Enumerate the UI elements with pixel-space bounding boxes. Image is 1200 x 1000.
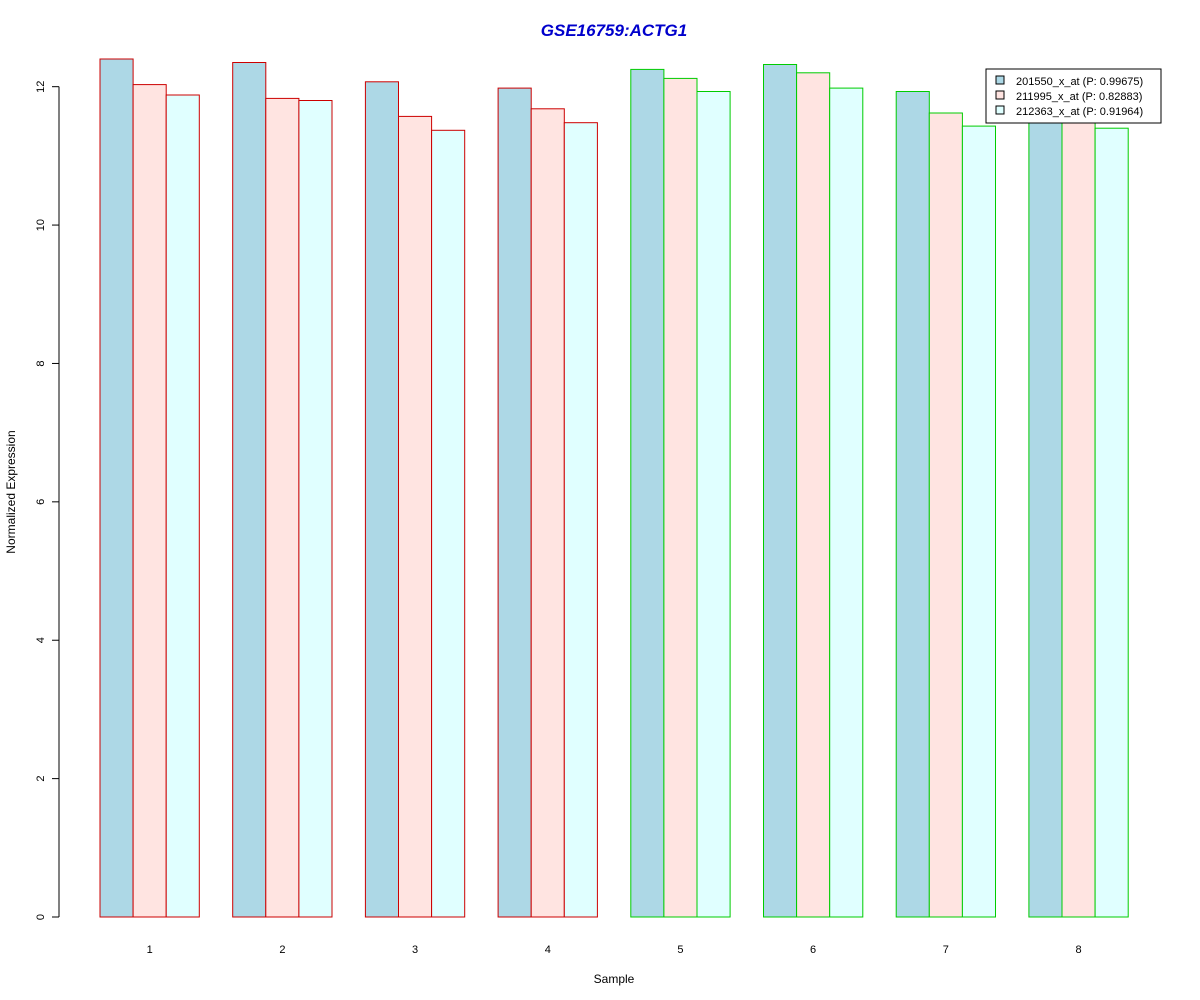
bar-sample-6-series-3	[829, 87, 864, 918]
x-tick-label: 7	[943, 944, 949, 956]
bar-sample-8-series-2	[1061, 120, 1096, 918]
bar-sample-3-series-2	[398, 115, 433, 918]
x-tick-label: 8	[1075, 944, 1081, 956]
bar-sample-2-series-2	[265, 97, 300, 918]
y-axis-label: Normalized Expression	[4, 430, 18, 553]
bar-sample-2-series-1	[232, 62, 267, 918]
y-tick-label: 10	[35, 219, 47, 231]
bar-sample-1-series-3	[165, 94, 200, 918]
bar-sample-8-series-3	[1094, 127, 1129, 918]
x-axis-label: Sample	[594, 972, 635, 986]
x-tick-label: 4	[545, 944, 551, 956]
bar-sample-3-series-3	[431, 129, 466, 918]
legend-box	[985, 68, 1162, 124]
legend-swatch	[995, 75, 1005, 85]
x-tick-label: 6	[810, 944, 816, 956]
bars-group	[99, 58, 1129, 918]
y-tick-label: 6	[35, 499, 47, 505]
bar-sample-4-series-2	[530, 108, 565, 918]
legend-entry-label: 211995_x_at (P: 0.82883)	[1016, 91, 1142, 103]
x-axis: 1 2 3 4 5 6 7 8	[147, 944, 1082, 956]
chart-title: GSE16759:ACTG1	[541, 21, 687, 40]
bar-sample-4-series-1	[497, 87, 532, 918]
legend-swatch	[995, 90, 1005, 100]
bar-sample-4-series-3	[563, 122, 598, 918]
legend-entry-label: 201550_x_at (P: 0.99675)	[1016, 76, 1143, 88]
bar-sample-6-series-2	[796, 72, 831, 918]
bar-sample-7-series-2	[928, 112, 963, 918]
bar-sample-1-series-2	[132, 84, 167, 918]
bar-sample-8-series-1	[1028, 106, 1063, 918]
x-tick-label: 1	[147, 944, 153, 956]
bar-sample-6-series-1	[763, 64, 798, 918]
x-tick-label: 5	[677, 944, 683, 956]
legend-swatch	[995, 105, 1005, 115]
bar-sample-1-series-1	[99, 58, 134, 918]
bar-sample-7-series-1	[895, 91, 930, 918]
bar-sample-5-series-2	[663, 77, 698, 918]
bar-sample-5-series-3	[696, 91, 731, 918]
bar-sample-3-series-1	[364, 81, 399, 918]
legend: 201550_x_at (P: 0.99675) 211995_x_at (P: …	[985, 68, 1162, 124]
bar-sample-2-series-3	[298, 100, 333, 918]
y-tick-label: 12	[35, 81, 47, 93]
y-axis: 0 2 4 6 8 10 12	[35, 81, 60, 920]
y-tick-label: 8	[35, 360, 47, 366]
legend-entry-label: 212363_x_at (P: 0.91964)	[1016, 106, 1143, 118]
x-tick-label: 2	[279, 944, 285, 956]
x-tick-label: 3	[412, 944, 418, 956]
y-tick-label: 2	[35, 776, 47, 782]
y-tick-label: 4	[35, 637, 47, 643]
y-tick-label: 0	[35, 914, 47, 920]
bar-sample-7-series-3	[961, 125, 997, 918]
bar-sample-5-series-1	[630, 68, 665, 918]
